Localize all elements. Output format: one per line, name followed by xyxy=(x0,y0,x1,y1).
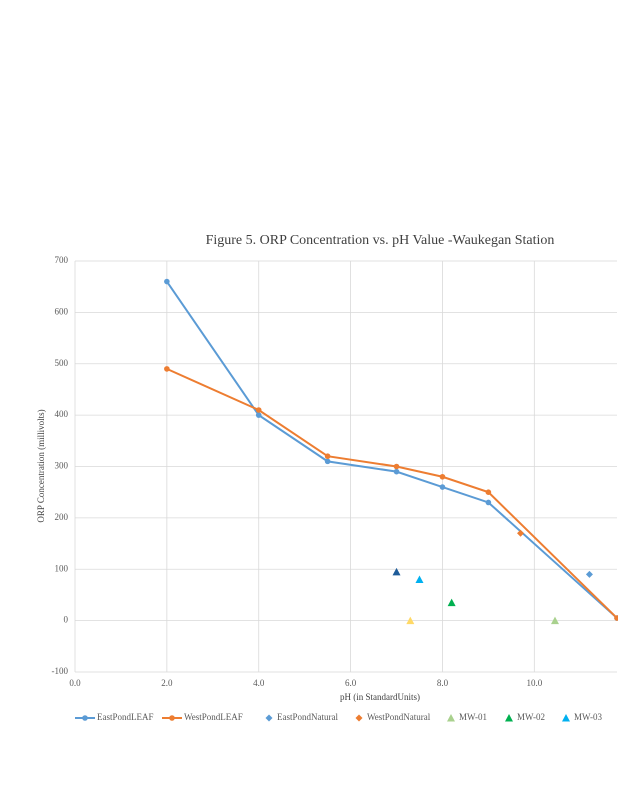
legend-label: MW-03 xyxy=(574,712,602,722)
x-tick-label: 0.0 xyxy=(69,678,81,688)
y-tick-label: 200 xyxy=(55,512,69,522)
y-tick-label: -100 xyxy=(52,666,69,676)
y-tick-label: 400 xyxy=(55,409,69,419)
y-tick-label: 700 xyxy=(55,255,69,265)
point xyxy=(550,616,559,625)
legend-label: MW-01 xyxy=(459,712,487,722)
y-tick-label: 300 xyxy=(55,461,69,471)
point xyxy=(255,407,262,413)
point xyxy=(439,473,446,480)
point xyxy=(392,567,401,576)
legend-marker xyxy=(562,714,570,722)
point xyxy=(485,499,492,506)
x-tick-label: 10.0 xyxy=(526,678,542,688)
series-line xyxy=(166,367,618,619)
x-tick-label: 2.0 xyxy=(161,678,173,688)
point xyxy=(255,412,262,418)
legend-label: WestPondNatural xyxy=(367,712,431,722)
x-tick-label: 4.0 xyxy=(253,678,265,688)
point xyxy=(415,575,424,584)
point xyxy=(585,570,593,578)
y-axis-title: ORP Concentration (millivolts) xyxy=(36,409,46,522)
point xyxy=(324,453,331,460)
y-tick-label: 100 xyxy=(55,563,69,573)
legend-marker xyxy=(265,714,273,722)
y-tick-label: 600 xyxy=(55,306,69,316)
legend-marker xyxy=(169,715,175,721)
legend-label: WestPondLEAF xyxy=(184,712,243,722)
point xyxy=(393,468,400,475)
x-axis-title: pH (in StandardUnits) xyxy=(340,692,420,702)
x-tick-label: 6.0 xyxy=(345,678,357,688)
series-line xyxy=(166,280,618,619)
point xyxy=(614,615,618,621)
legend-label: MW-02 xyxy=(517,712,545,722)
y-tick-label: 500 xyxy=(55,358,69,368)
legend-label: EastPondNatural xyxy=(277,712,338,722)
point xyxy=(164,366,170,372)
legend-marker xyxy=(82,715,88,721)
legend-marker xyxy=(355,714,363,722)
point xyxy=(517,529,525,537)
point xyxy=(164,278,170,285)
point xyxy=(439,484,446,490)
x-tick-label: 8.0 xyxy=(437,678,449,688)
point xyxy=(393,463,400,470)
point xyxy=(324,458,331,465)
point xyxy=(485,489,492,495)
y-tick-label: 0 xyxy=(64,615,69,625)
legend-marker xyxy=(447,714,455,722)
legend-label: EastPondLEAF xyxy=(97,712,154,722)
point xyxy=(406,616,415,625)
point xyxy=(447,598,456,607)
legend-marker xyxy=(505,714,513,722)
chart-title: Figure 5. ORP Concentration vs. pH Value… xyxy=(206,233,555,248)
